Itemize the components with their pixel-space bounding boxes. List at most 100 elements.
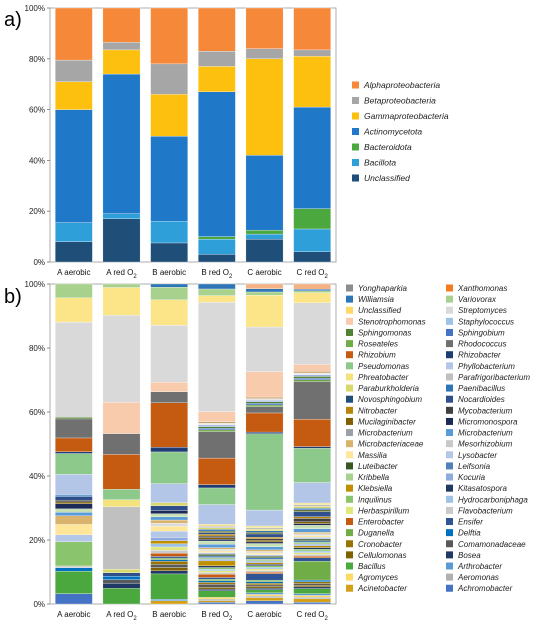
- panel-b-legend-swatch: [346, 495, 353, 503]
- panel-b-bar-segment-5-18: [293, 547, 331, 550]
- panel-b-legend-label: Unclassified: [358, 306, 402, 315]
- panel-b-bar-segment-3-40: [198, 504, 236, 525]
- panel-b-bar-segment-5-48: [293, 374, 331, 377]
- panel-b-bar-segment-1-52: [102, 315, 141, 403]
- panel-a-legend-swatch: [352, 112, 359, 120]
- panel-b-bar-segment-4-0: [245, 600, 284, 605]
- panel-b-bar-segment-3-1: [198, 600, 236, 603]
- panel-b-bar-segment-5-6: [293, 586, 331, 589]
- panel-b-bar-segment-2-4: [150, 599, 188, 601]
- panel-a-legend-label: Unclassified: [364, 173, 410, 183]
- panel-b-bar-segment-4-49: [245, 398, 284, 401]
- panel-b-bar-segment-5-31: [293, 521, 331, 524]
- panel-a-ytick-label: 40%: [29, 156, 45, 165]
- panel-b-bar-segment-5-45: [293, 379, 331, 382]
- panel-b-legend-label: Luteibacter: [358, 462, 398, 471]
- panel-b-legend-label: Enterobacter: [358, 518, 404, 527]
- panel-a-category-label: C aerobic: [247, 268, 281, 277]
- panel-b-bar-segment-4-10: [245, 581, 284, 584]
- panel-b-bar-segment-0-31: [55, 501, 93, 504]
- panel-b-bar-segment-4-36: [245, 530, 284, 533]
- panel-b-bar-segment-3-9: [198, 582, 236, 585]
- panel-a-bar-segment-3-2: [198, 236, 236, 240]
- panel-b-bar-segment-5-33: [293, 516, 331, 519]
- panel-b-bar-segment-2-34: [150, 505, 188, 511]
- panel-b-bar-segment-4-1: [245, 597, 284, 601]
- panel-b-bar-segment-2-6: [150, 570, 188, 575]
- panel-b-legend-swatch: [346, 384, 353, 392]
- panel-b-bar-segment-4-25: [245, 552, 284, 555]
- panel-b-legend-swatch: [346, 462, 353, 470]
- panel-b-legend-swatch: [446, 584, 453, 592]
- panel-b-bar-segment-0-24: [55, 534, 93, 542]
- panel-a-ytick-label: 0%: [33, 258, 45, 267]
- panel-b-legend-label: Kitasatospora: [458, 484, 507, 493]
- panel-a-bar-segment-3-0: [198, 254, 236, 263]
- panel-b-bar-segment-0-42: [55, 451, 93, 454]
- panel-a-category-label: C red O2: [296, 268, 328, 280]
- panel-a-ytick-label: 100%: [25, 4, 45, 13]
- panel-b-bar-segment-4-26: [245, 551, 284, 554]
- panel-b-bar-segment-1-6: [102, 582, 141, 589]
- panel-a-category-label: B red O2: [201, 268, 233, 280]
- panel-a-bar-segment-4-0: [245, 238, 284, 263]
- panel-b-bar-segment-5-47: [293, 376, 331, 379]
- panel-b-bar-segment-4-13: [245, 572, 284, 574]
- panel-b-legend-swatch: [346, 373, 353, 381]
- panel-b-bar-segment-2-9: [150, 561, 188, 565]
- panel-b-bar-segment-3-41: [198, 487, 236, 505]
- panel-a-ytick-label: 60%: [29, 106, 45, 115]
- panel-b-legend-swatch: [446, 473, 453, 481]
- panel-b-legend-swatch: [446, 284, 453, 292]
- panel-b-bar-segment-2-15: [150, 546, 188, 551]
- panel-b-bar-segment-2-20: [150, 537, 188, 541]
- panel-b-legend-swatch: [446, 362, 453, 370]
- panel-b-bar-segment-2-16: [150, 543, 188, 548]
- panel-b-legend-swatch: [346, 429, 353, 437]
- panel-b-bar-segment-0-41: [55, 453, 93, 475]
- panel-b-bar-segment-5-13: [293, 555, 331, 558]
- panel-b-bar-segment-5-43: [293, 419, 331, 447]
- panel-b-bar-segment-0-54: [55, 283, 93, 298]
- panel-b-legend-swatch: [346, 484, 353, 492]
- panel-b-legend-label: Nocardioides: [458, 395, 505, 404]
- panel-a-bar-segment-1-3: [102, 73, 141, 214]
- panel-a-bar-segment-0-0: [55, 241, 93, 263]
- panel-a-bar-segment-0-4: [55, 81, 93, 110]
- panel-a-ytick-label: 80%: [29, 55, 45, 64]
- panel-b-legend-swatch: [346, 506, 353, 514]
- panel-b-bar-segment-5-46: [293, 377, 331, 380]
- panel-a-legend-swatch: [352, 128, 359, 135]
- panel-b-bar-segment-1-44: [102, 433, 141, 455]
- panel-b-legend-swatch: [446, 317, 453, 325]
- panel-b-bar-segment-5-1: [293, 598, 331, 603]
- panel-b-legend-label: Micromonospora: [458, 417, 518, 426]
- panel-b-bar-segment-5-53: [293, 292, 331, 303]
- panel-b-bar-segment-2-24: [150, 530, 188, 538]
- panel-b-bar-segment-4-20: [245, 560, 284, 563]
- panel-a-bar-segment-3-3: [198, 91, 236, 237]
- panel-b-bar-segment-2-13: [150, 553, 188, 557]
- panel-b-bar-segment-2-26: [150, 523, 188, 527]
- panel-b-bar-segment-1-10: [102, 576, 141, 580]
- panel-b-legend-label: Pseudomonas: [358, 362, 409, 371]
- panel-b-legend-swatch: [346, 440, 353, 448]
- panel-b-bar-segment-5-11: [293, 561, 331, 581]
- panel-b-bar-segment-5-56: [293, 283, 331, 290]
- panel-b-legend-swatch: [446, 429, 453, 437]
- panel-a-bar-segment-1-0: [102, 218, 141, 263]
- panel-b-bar-segment-5-10: [293, 579, 331, 582]
- panel-b-bar-segment-1-34: [102, 572, 141, 577]
- panel-a-bar-segment-2-0: [150, 242, 188, 263]
- panel-b-legend-swatch: [346, 362, 353, 370]
- panel-b-bar-segment-5-54: [293, 290, 331, 293]
- panel-b-legend-swatch: [346, 406, 353, 414]
- panel-b-legend-label: Ensifer: [458, 518, 483, 527]
- panel-b-bar-segment-4-28: [245, 546, 284, 551]
- panel-b-bar-segment-4-56: [245, 283, 284, 289]
- panel-b-bar-segment-0-52: [55, 321, 93, 418]
- panel-b-legend-label: Rhizobacter: [458, 351, 501, 360]
- panel-b-bar-segment-3-10: [198, 580, 236, 583]
- panel-b-bar-segment-4-38: [245, 527, 284, 530]
- panel-b-bar-segment-5-25: [293, 535, 331, 538]
